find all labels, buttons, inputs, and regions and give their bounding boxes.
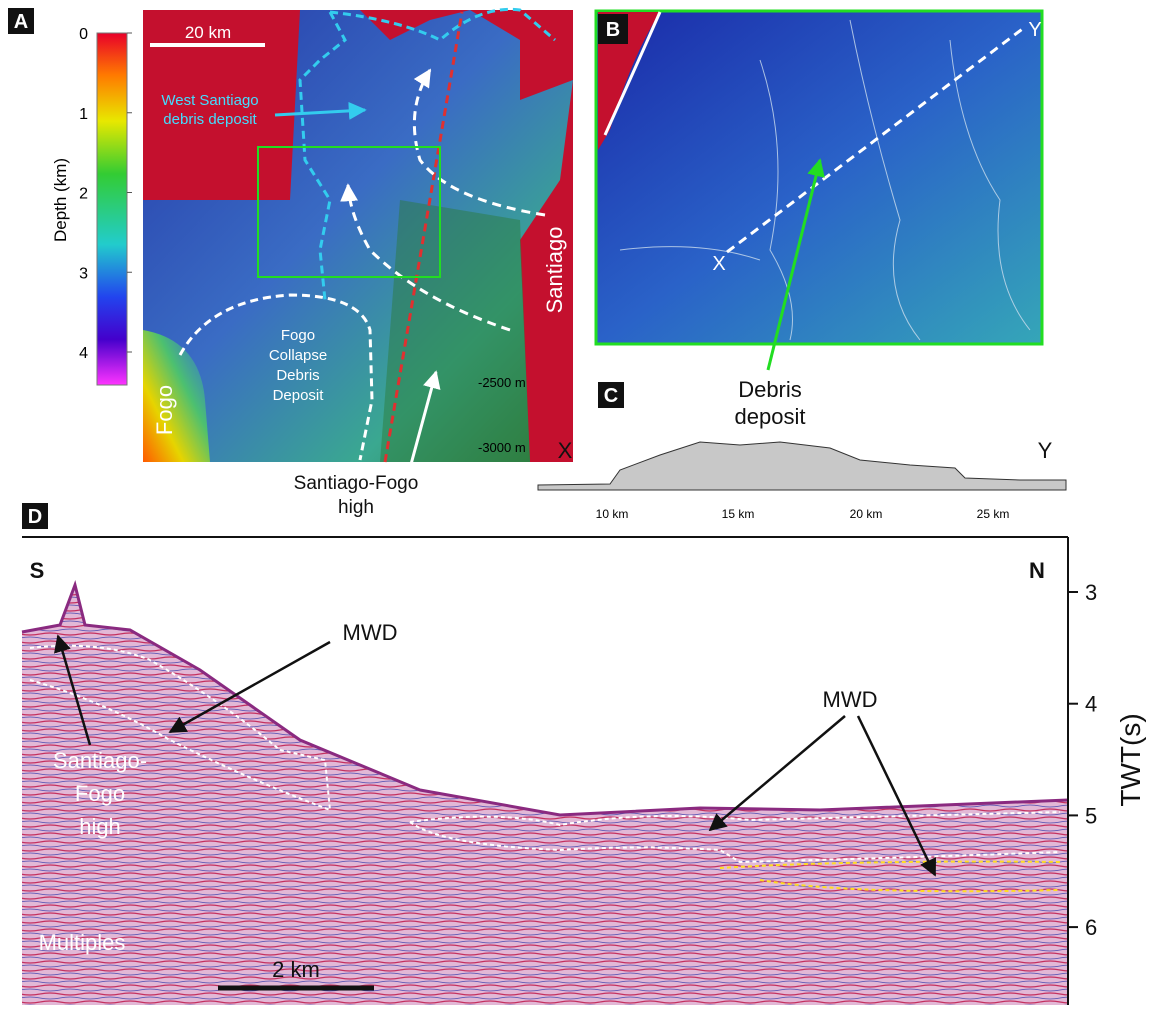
annotation: Collapse xyxy=(269,347,327,364)
profile-end: X xyxy=(558,438,573,463)
annotation: Santiago-Fogo xyxy=(294,473,419,494)
twt-axis: 3 4 5 6 xyxy=(1068,580,1097,940)
y-tick-label: 3 xyxy=(1085,580,1097,605)
x-tick-label: 25 km xyxy=(977,507,1010,521)
ridge-shading xyxy=(380,200,530,462)
annotation: Debris xyxy=(738,377,802,402)
x-tick-label: 20 km xyxy=(850,507,883,521)
panel-label: C xyxy=(604,385,618,407)
scale-label: 2 km xyxy=(272,957,320,982)
annotation: high xyxy=(79,814,121,839)
panel-label: A xyxy=(14,11,28,33)
contour-label: -3000 m xyxy=(478,440,526,455)
colorbar-tick-label: 1 xyxy=(79,106,88,123)
annotation: Multiples xyxy=(39,930,126,955)
page: A Depth (km) 0 1 2 3 4 20 km West Santiago d… xyxy=(0,0,1152,1010)
profile xyxy=(538,442,1066,490)
colorbar-tick-label: 2 xyxy=(79,186,88,203)
axis-title: TWT(s) xyxy=(1115,713,1146,806)
x-tick-label: 15 km xyxy=(722,507,755,521)
direction-label: N xyxy=(1029,558,1045,583)
colorbar-tick-label: 4 xyxy=(79,345,88,362)
figure: A Depth (km) 0 1 2 3 4 20 km West Santiago d… xyxy=(0,0,1152,1005)
annotation: Santiago- xyxy=(53,748,147,773)
annotation: Deposit xyxy=(273,387,325,404)
profile-end: X xyxy=(712,253,725,275)
x-tick-label: 10 km xyxy=(596,507,629,521)
colorbar-tick-label: 0 xyxy=(79,26,88,43)
scale-label: 20 km xyxy=(185,23,231,42)
panel-label: D xyxy=(28,506,42,528)
map-b xyxy=(596,11,1042,344)
annotation: MWD xyxy=(343,620,398,645)
contour-label: -2500 m xyxy=(478,375,526,390)
direction-label: S xyxy=(30,558,45,583)
annotation: high xyxy=(338,497,374,518)
y-tick-label: 4 xyxy=(1085,692,1097,717)
profile-end: Y xyxy=(1028,19,1041,41)
y-tick-label: 5 xyxy=(1085,803,1097,828)
annotation: Fogo xyxy=(281,327,315,344)
annotation: deposit xyxy=(735,404,806,429)
colorbar-tick-label: 3 xyxy=(79,265,88,282)
annotation: Santiago xyxy=(542,227,567,314)
profile-end: Y xyxy=(1038,438,1053,463)
annotation: Fogo xyxy=(152,385,177,435)
colorbar xyxy=(97,33,127,385)
annotation: West Santiago xyxy=(161,92,258,109)
annotation: debris deposit xyxy=(163,111,257,128)
panel-label: B xyxy=(606,19,620,41)
annotation: Fogo xyxy=(75,781,125,806)
y-tick-label: 6 xyxy=(1085,915,1097,940)
colorbar-title: Depth (km) xyxy=(51,158,70,242)
annotation: Debris xyxy=(276,367,319,384)
annotation: MWD xyxy=(823,687,878,712)
